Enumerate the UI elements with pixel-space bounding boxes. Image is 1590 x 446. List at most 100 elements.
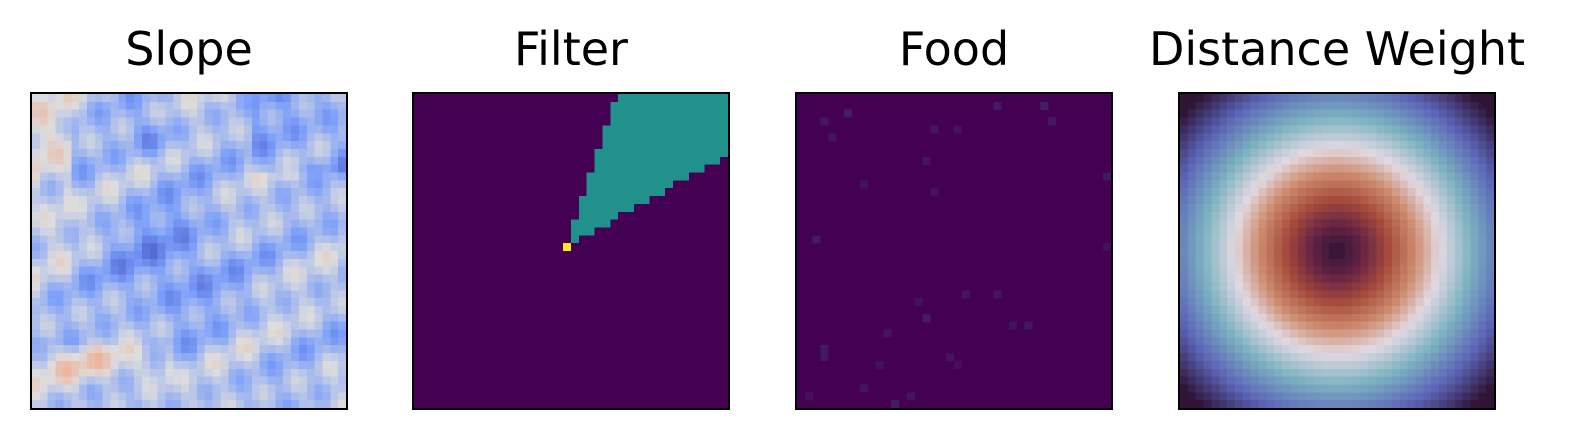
- filter-cell: [555, 329, 564, 338]
- slope-cell: [181, 219, 190, 228]
- slope-cell: [228, 298, 237, 307]
- slope-cell: [110, 392, 119, 401]
- slope-cell: [63, 227, 72, 236]
- distance-weight-cell: [1470, 196, 1479, 205]
- distance-weight-cell: [1352, 101, 1361, 110]
- slope-cell: [181, 211, 190, 220]
- slope-cell: [314, 376, 323, 385]
- distance-weight-cell: [1227, 219, 1236, 228]
- distance-weight-cell: [1360, 360, 1369, 369]
- filter-cell: [704, 117, 713, 126]
- filter-cell: [578, 274, 587, 283]
- slope-cell: [94, 266, 103, 275]
- filter-cell: [641, 235, 650, 244]
- filter-cell: [610, 109, 619, 118]
- distance-weight-cell: [1203, 125, 1212, 134]
- slope-cell: [322, 282, 331, 291]
- filter-cell: [539, 188, 548, 197]
- slope-cell: [118, 337, 127, 346]
- distance-weight-cell: [1180, 203, 1189, 212]
- slope-cell: [79, 266, 88, 275]
- slope-cell: [118, 313, 127, 322]
- distance-weight-cell: [1211, 345, 1220, 354]
- slope-cell: [47, 101, 56, 110]
- filter-cell: [657, 368, 666, 377]
- slope-cell: [110, 172, 119, 181]
- filter-cell: [445, 164, 454, 173]
- slope-cell: [314, 305, 323, 314]
- filter-cell: [508, 227, 517, 236]
- distance-weight-cell: [1211, 219, 1220, 228]
- slope-cell: [181, 353, 190, 362]
- distance-weight-cell: [1305, 133, 1314, 142]
- distance-weight-cell: [1305, 94, 1314, 103]
- slope-cell: [306, 282, 315, 291]
- slope-cell: [165, 188, 174, 197]
- slope-cell: [283, 337, 292, 346]
- filter-cell: [484, 235, 493, 244]
- distance-weight-cell: [1360, 353, 1369, 362]
- filter-cell: [712, 141, 721, 150]
- distance-weight-cell: [1384, 251, 1393, 260]
- distance-weight-cell: [1368, 196, 1377, 205]
- filter-cell: [492, 258, 501, 267]
- slope-cell: [173, 172, 182, 181]
- filter-cell: [625, 353, 634, 362]
- filter-cell: [484, 133, 493, 142]
- slope-cell: [165, 227, 174, 236]
- slope-cell: [291, 313, 300, 322]
- food-cell: [914, 298, 923, 307]
- filter-cell: [618, 227, 627, 236]
- distance-weight-cell: [1446, 360, 1455, 369]
- distance-weight-cell: [1391, 133, 1400, 142]
- filter-cell: [720, 313, 728, 322]
- filter-cell: [547, 101, 556, 110]
- distance-weight-cell: [1376, 337, 1385, 346]
- distance-weight-cell: [1305, 345, 1314, 354]
- slope-cell: [55, 133, 64, 142]
- filter-cell: [476, 384, 485, 393]
- slope-cell: [47, 164, 56, 173]
- slope-cell: [283, 211, 292, 220]
- distance-weight-cell: [1329, 125, 1338, 134]
- filter-cell: [610, 188, 619, 197]
- slope-cell: [338, 258, 346, 267]
- slope-cell: [94, 329, 103, 338]
- slope-cell: [141, 290, 150, 299]
- slope-cell: [63, 329, 72, 338]
- slope-cell: [71, 313, 80, 322]
- filter-cell: [555, 258, 564, 267]
- slope-cell: [243, 219, 252, 228]
- slope-cell: [298, 148, 307, 157]
- filter-cell: [437, 305, 446, 314]
- distance-weight-cell: [1368, 243, 1377, 252]
- slope-cell: [86, 164, 95, 173]
- filter-cell: [414, 329, 423, 338]
- distance-weight-cell: [1360, 188, 1369, 197]
- slope-cell: [126, 251, 135, 260]
- filter-cell: [461, 94, 470, 103]
- slope-cell: [251, 290, 260, 299]
- slope-cell: [322, 329, 331, 338]
- filter-cell: [531, 258, 540, 267]
- slope-cell: [32, 172, 41, 181]
- slope-cell: [283, 101, 292, 110]
- slope-cell: [165, 203, 174, 212]
- filter-cell: [500, 274, 509, 283]
- slope-cell: [71, 251, 80, 260]
- distance-weight-cell: [1454, 148, 1463, 157]
- distance-weight-cell: [1289, 219, 1298, 228]
- slope-cell: [134, 274, 143, 283]
- slope-cell: [196, 337, 205, 346]
- distance-weight-cell: [1234, 235, 1243, 244]
- filter-cell: [641, 305, 650, 314]
- distance-weight-cell: [1203, 368, 1212, 377]
- slope-cell: [102, 227, 111, 236]
- slope-cell: [291, 94, 300, 103]
- filter-cell: [649, 117, 658, 126]
- distance-weight-cell: [1399, 400, 1408, 408]
- distance-weight-cell: [1234, 400, 1243, 408]
- filter-cell: [594, 400, 603, 408]
- distance-weight-cell: [1337, 94, 1346, 103]
- filter-cell: [563, 321, 572, 330]
